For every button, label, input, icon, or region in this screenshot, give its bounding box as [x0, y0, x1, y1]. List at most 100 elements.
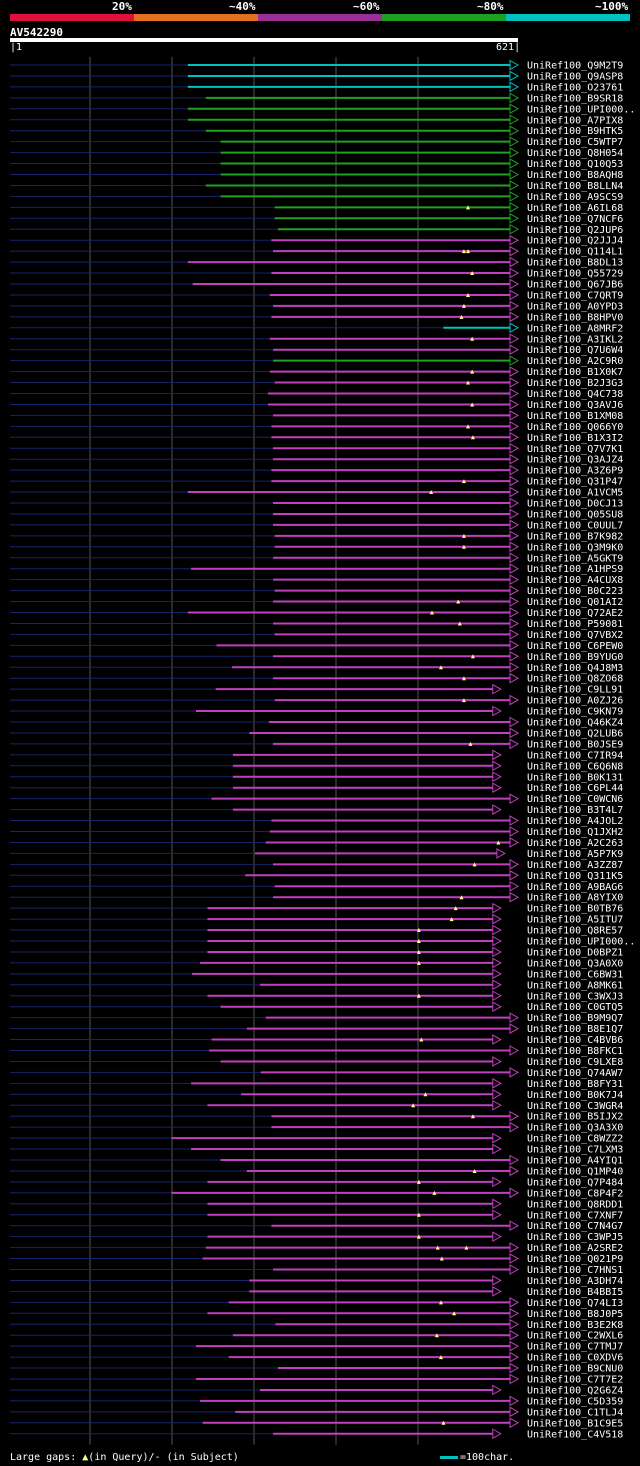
hit-name[interactable]: UniRef100_Q1MP40 — [527, 1166, 623, 1177]
hit-name[interactable]: UniRef100_B1X3I2 — [527, 433, 623, 444]
hit-name[interactable]: UniRef100_Q74LI3 — [527, 1298, 623, 1309]
hit-name[interactable]: UniRef100_A8MRF2 — [527, 323, 623, 334]
hit-name[interactable]: UniRef100_D0BPZ1 — [527, 947, 623, 958]
hit-name[interactable]: UniRef100_C3WXJ3 — [527, 991, 623, 1002]
hit-name[interactable]: UniRef100_B8DL13 — [527, 258, 623, 269]
hit-name[interactable]: UniRef100_C9KN79 — [527, 707, 623, 718]
hit-name[interactable]: UniRef100_B2J3G3 — [527, 378, 623, 389]
hit-name[interactable]: UniRef100_A3ZZ87 — [527, 860, 623, 871]
hit-name[interactable]: UniRef100_Q7NCF6 — [527, 214, 623, 225]
hit-name[interactable]: UniRef100_Q7U6W4 — [527, 345, 623, 356]
hit-name[interactable]: UniRef100_C7HNS1 — [527, 1265, 623, 1276]
hit-name[interactable]: UniRef100_C5D359 — [527, 1396, 623, 1407]
hit-name[interactable]: UniRef100_A5ITU7 — [527, 915, 623, 926]
hit-name[interactable]: UniRef100_Q4C738 — [527, 389, 623, 400]
hit-name[interactable]: UniRef100_B8HPV0 — [527, 312, 623, 323]
hit-name[interactable]: UniRef100_C8WZZ2 — [527, 1134, 623, 1145]
hit-name[interactable]: UniRef100_Q8H054 — [527, 148, 623, 159]
hit-name[interactable]: UniRef100_A7PIX8 — [527, 115, 623, 126]
hit-name[interactable]: UniRef100_B1C9E5 — [527, 1418, 623, 1429]
hit-name[interactable]: UniRef100_B8E1Q7 — [527, 1024, 623, 1035]
hit-name[interactable]: UniRef100_B8FKC1 — [527, 1046, 623, 1057]
hit-name[interactable]: UniRef100_Q311K5 — [527, 871, 623, 882]
hit-name[interactable]: UniRef100_A8YIX0 — [527, 893, 623, 904]
hit-name[interactable]: UniRef100_B9YUG0 — [527, 652, 623, 663]
hit-name[interactable]: UniRef100_Q114L1 — [527, 247, 623, 258]
hit-name[interactable]: UniRef100_C6PEW0 — [527, 641, 623, 652]
hit-name[interactable]: UniRef100_C9LXE8 — [527, 1057, 623, 1068]
hit-name[interactable]: UniRef100_Q3A3X0 — [527, 1123, 623, 1134]
hit-name[interactable]: UniRef100_C1TLJ4 — [527, 1407, 623, 1418]
hit-name[interactable]: UniRef100_A4YIQ1 — [527, 1156, 623, 1167]
hit-name[interactable]: UniRef100_Q05SU8 — [527, 509, 623, 520]
hit-name[interactable]: UniRef100_C4BVB6 — [527, 1035, 623, 1046]
hit-name[interactable]: UniRef100_C0UUL7 — [527, 520, 623, 531]
hit-name[interactable]: UniRef100_Q46KZ4 — [527, 718, 623, 729]
hit-name[interactable]: UniRef100_Q55729 — [527, 269, 623, 280]
hit-name[interactable]: UniRef100_B9SR18 — [527, 93, 623, 104]
hit-name[interactable]: UniRef100_Q67JB6 — [527, 280, 623, 291]
hit-name[interactable]: UniRef100_A6IL68 — [527, 203, 623, 214]
hit-name[interactable]: UniRef100_C0XDV6 — [527, 1353, 623, 1364]
hit-name[interactable]: UniRef100_O23761 — [527, 82, 623, 93]
hit-name[interactable]: UniRef100_Q9M2T9 — [527, 61, 623, 72]
hit-name[interactable]: UniRef100_C0WCN6 — [527, 794, 623, 805]
hit-name[interactable]: UniRef100_B8J0P5 — [527, 1309, 623, 1320]
hit-name[interactable]: UniRef100_Q10Q53 — [527, 159, 623, 170]
hit-name[interactable]: UniRef100_B8AQH8 — [527, 170, 623, 181]
hit-name[interactable]: UniRef100_UPI000.. — [527, 937, 635, 948]
hit-name[interactable]: UniRef100_B0C223 — [527, 586, 623, 597]
hit-name[interactable]: UniRef100_Q3AVJ6 — [527, 400, 623, 411]
hit-name[interactable]: UniRef100_Q7V7K1 — [527, 444, 623, 455]
hit-name[interactable]: UniRef100_C7N4G7 — [527, 1221, 623, 1232]
hit-name[interactable]: UniRef100_A1HPS9 — [527, 564, 623, 575]
hit-name[interactable]: UniRef100_B0K7J4 — [527, 1090, 623, 1101]
hit-name[interactable]: UniRef100_A2C263 — [527, 838, 623, 849]
hit-name[interactable]: UniRef100_B1X0K7 — [527, 367, 623, 378]
hit-name[interactable]: UniRef100_Q021P9 — [527, 1254, 623, 1265]
hit-name[interactable]: UniRef100_B4BBI5 — [527, 1287, 623, 1298]
hit-name[interactable]: UniRef100_A5GKT9 — [527, 553, 623, 564]
hit-name[interactable]: UniRef100_C4V518 — [527, 1429, 623, 1440]
hit-name[interactable]: UniRef100_A4CUX8 — [527, 575, 623, 586]
hit-name[interactable]: UniRef100_B0K131 — [527, 772, 623, 783]
hit-name[interactable]: UniRef100_C7LXM3 — [527, 1145, 623, 1156]
hit-name[interactable]: UniRef100_A0YPD3 — [527, 301, 623, 312]
hit-name[interactable]: UniRef100_Q2LUB6 — [527, 728, 623, 739]
hit-name[interactable]: UniRef100_B8FY31 — [527, 1079, 623, 1090]
hit-name[interactable]: UniRef100_Q3M9K0 — [527, 542, 623, 553]
hit-name[interactable]: UniRef100_C2WXL6 — [527, 1331, 623, 1342]
hit-name[interactable]: UniRef100_C9LL91 — [527, 685, 623, 696]
hit-name[interactable]: UniRef100_B8LLN4 — [527, 181, 623, 192]
hit-name[interactable]: UniRef100_C3WPJ5 — [527, 1232, 623, 1243]
hit-name[interactable]: UniRef100_B9CNU0 — [527, 1364, 623, 1375]
hit-name[interactable]: UniRef100_Q7P484 — [527, 1177, 623, 1188]
hit-name[interactable]: UniRef100_B7K982 — [527, 531, 623, 542]
hit-name[interactable]: UniRef100_Q8RDD1 — [527, 1199, 623, 1210]
hit-name[interactable]: UniRef100_Q7VBX2 — [527, 630, 623, 641]
hit-name[interactable]: UniRef100_C7XNF7 — [527, 1210, 623, 1221]
hit-name[interactable]: UniRef100_Q3A0X0 — [527, 958, 623, 969]
hit-name[interactable]: UniRef100_Q2JUP6 — [527, 225, 623, 236]
hit-name[interactable]: UniRef100_A9SCS9 — [527, 192, 623, 203]
hit-name[interactable]: UniRef100_B0TB76 — [527, 904, 623, 915]
hit-name[interactable]: UniRef100_B9HTK5 — [527, 126, 623, 137]
hit-name[interactable]: UniRef100_Q2JJJ4 — [527, 236, 623, 247]
hit-name[interactable]: UniRef100_Q066Y0 — [527, 422, 623, 433]
hit-name[interactable]: UniRef100_C5WTP7 — [527, 137, 623, 148]
hit-name[interactable]: UniRef100_A2SRE2 — [527, 1243, 623, 1254]
hit-name[interactable]: UniRef100_C6Q6N8 — [527, 761, 623, 772]
hit-name[interactable]: UniRef100_P59081 — [527, 619, 623, 630]
hit-name[interactable]: UniRef100_B3E2K8 — [527, 1320, 623, 1331]
hit-name[interactable]: UniRef100_A8MK61 — [527, 980, 623, 991]
hit-name[interactable]: UniRef100_UPI000.. — [527, 104, 635, 115]
hit-name[interactable]: UniRef100_B5IJX2 — [527, 1112, 623, 1123]
hit-name[interactable]: UniRef100_A1VCM5 — [527, 488, 623, 499]
hit-name[interactable]: UniRef100_C7TMJ7 — [527, 1342, 623, 1353]
hit-name[interactable]: UniRef100_C6BW31 — [527, 969, 623, 980]
hit-name[interactable]: UniRef100_C7IR94 — [527, 750, 623, 761]
hit-name[interactable]: UniRef100_Q72AE2 — [527, 608, 623, 619]
hit-name[interactable]: UniRef100_Q9ASP8 — [527, 71, 623, 82]
hit-name[interactable]: UniRef100_Q1JXH2 — [527, 827, 623, 838]
hit-name[interactable]: UniRef100_Q3AJZ4 — [527, 455, 623, 466]
